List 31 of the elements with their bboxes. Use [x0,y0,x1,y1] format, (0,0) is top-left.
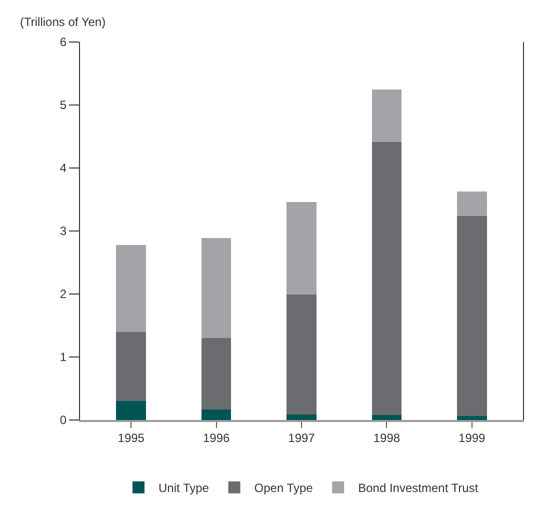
y-tick-label: 1 [60,350,67,364]
y-axis-title: (Trillions of Yen) [20,15,106,29]
y-tick-label: 2 [60,287,67,302]
bar [116,332,146,402]
bar [116,244,146,332]
x-tick-label: 1997 [288,431,316,446]
legend-label: Unit Type [158,481,210,496]
bar [456,216,487,416]
x-tick-label: 1999 [458,431,486,446]
bar [201,409,232,420]
bar [201,238,232,338]
y-tick-label: 6 [60,35,67,50]
legend-label: Bond Investment Trust [358,481,479,496]
bar [116,401,146,420]
y-tick-label: 5 [60,98,67,112]
y-tick-label: 4 [60,161,67,176]
legend-label: Open Type [254,481,314,496]
y-tick-label: 3 [60,224,67,238]
x-tick-label: 1998 [373,431,400,446]
x-tick-label: 1995 [118,431,145,446]
bar [286,202,316,295]
y-tick-label: 0 [60,413,67,428]
bar [372,142,402,415]
bar [372,414,402,420]
bar [372,89,402,142]
bar [286,414,316,420]
bar [456,191,487,216]
bar [286,294,316,414]
x-tick-label: 1996 [202,431,230,446]
bar [456,416,487,420]
bar [201,338,232,410]
